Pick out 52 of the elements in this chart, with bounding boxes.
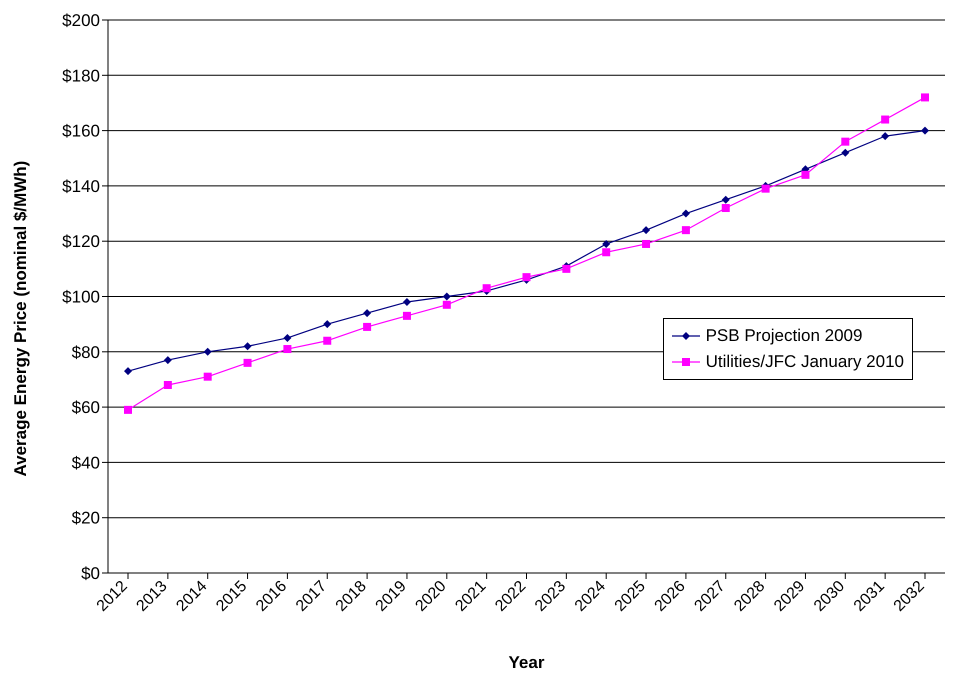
point bbox=[482, 284, 491, 292]
point bbox=[602, 240, 610, 248]
point bbox=[921, 93, 929, 102]
point bbox=[402, 312, 411, 320]
legend-label: PSB Projection 2009 bbox=[706, 325, 862, 347]
point bbox=[124, 406, 132, 414]
point bbox=[841, 148, 850, 157]
y-tick-label: $0 bbox=[81, 564, 100, 584]
point bbox=[283, 334, 292, 342]
x-axis-title: Year bbox=[508, 653, 545, 672]
point bbox=[402, 298, 411, 306]
point bbox=[642, 240, 650, 248]
y-tick-label: $80 bbox=[72, 342, 100, 362]
point bbox=[921, 126, 929, 135]
point bbox=[363, 309, 372, 318]
point bbox=[881, 132, 890, 140]
y-tick-label: $140 bbox=[62, 176, 100, 196]
point bbox=[244, 342, 252, 350]
y-axis-title: Average Energy Price (nominal $/MWh) bbox=[11, 160, 30, 476]
point bbox=[562, 264, 570, 273]
point bbox=[164, 356, 172, 364]
point bbox=[204, 348, 212, 356]
point bbox=[363, 322, 372, 331]
point bbox=[722, 204, 730, 212]
y-tick-label: $160 bbox=[62, 122, 100, 141]
point bbox=[801, 170, 810, 179]
y-tick-label: $180 bbox=[62, 66, 100, 86]
legend-label: Utilities/JFC January 2010 bbox=[706, 351, 904, 373]
y-tick-label: $100 bbox=[62, 288, 100, 307]
point bbox=[642, 226, 650, 234]
y-tick-label: $120 bbox=[62, 232, 100, 252]
y-tick-label: $40 bbox=[72, 453, 100, 472]
point bbox=[522, 273, 530, 282]
point bbox=[124, 367, 132, 376]
point bbox=[323, 336, 332, 345]
y-tick-label: $20 bbox=[72, 508, 100, 528]
point bbox=[682, 226, 690, 234]
y-tick-label: $60 bbox=[72, 398, 100, 418]
point bbox=[204, 372, 212, 381]
point bbox=[244, 358, 252, 367]
y-tick-label: $200 bbox=[62, 11, 100, 30]
point bbox=[442, 300, 451, 309]
point bbox=[762, 184, 770, 193]
point bbox=[602, 248, 610, 256]
point bbox=[682, 210, 690, 218]
point bbox=[722, 196, 730, 204]
point bbox=[442, 292, 451, 300]
point bbox=[283, 345, 292, 354]
point bbox=[841, 138, 850, 146]
point bbox=[164, 380, 172, 389]
point bbox=[881, 116, 890, 124]
point bbox=[323, 320, 332, 328]
